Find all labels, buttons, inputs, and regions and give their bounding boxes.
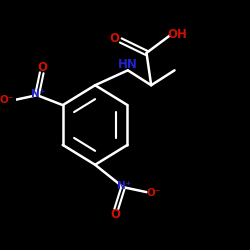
Text: N⁺: N⁺ xyxy=(31,89,45,99)
Text: O: O xyxy=(110,208,120,222)
Text: O: O xyxy=(38,61,48,74)
Text: HN: HN xyxy=(118,58,138,71)
Text: O: O xyxy=(109,32,119,46)
Text: O⁻: O⁻ xyxy=(0,95,13,105)
Text: O⁻: O⁻ xyxy=(147,188,161,198)
Text: OH: OH xyxy=(168,28,187,40)
Text: N⁺: N⁺ xyxy=(117,182,132,192)
